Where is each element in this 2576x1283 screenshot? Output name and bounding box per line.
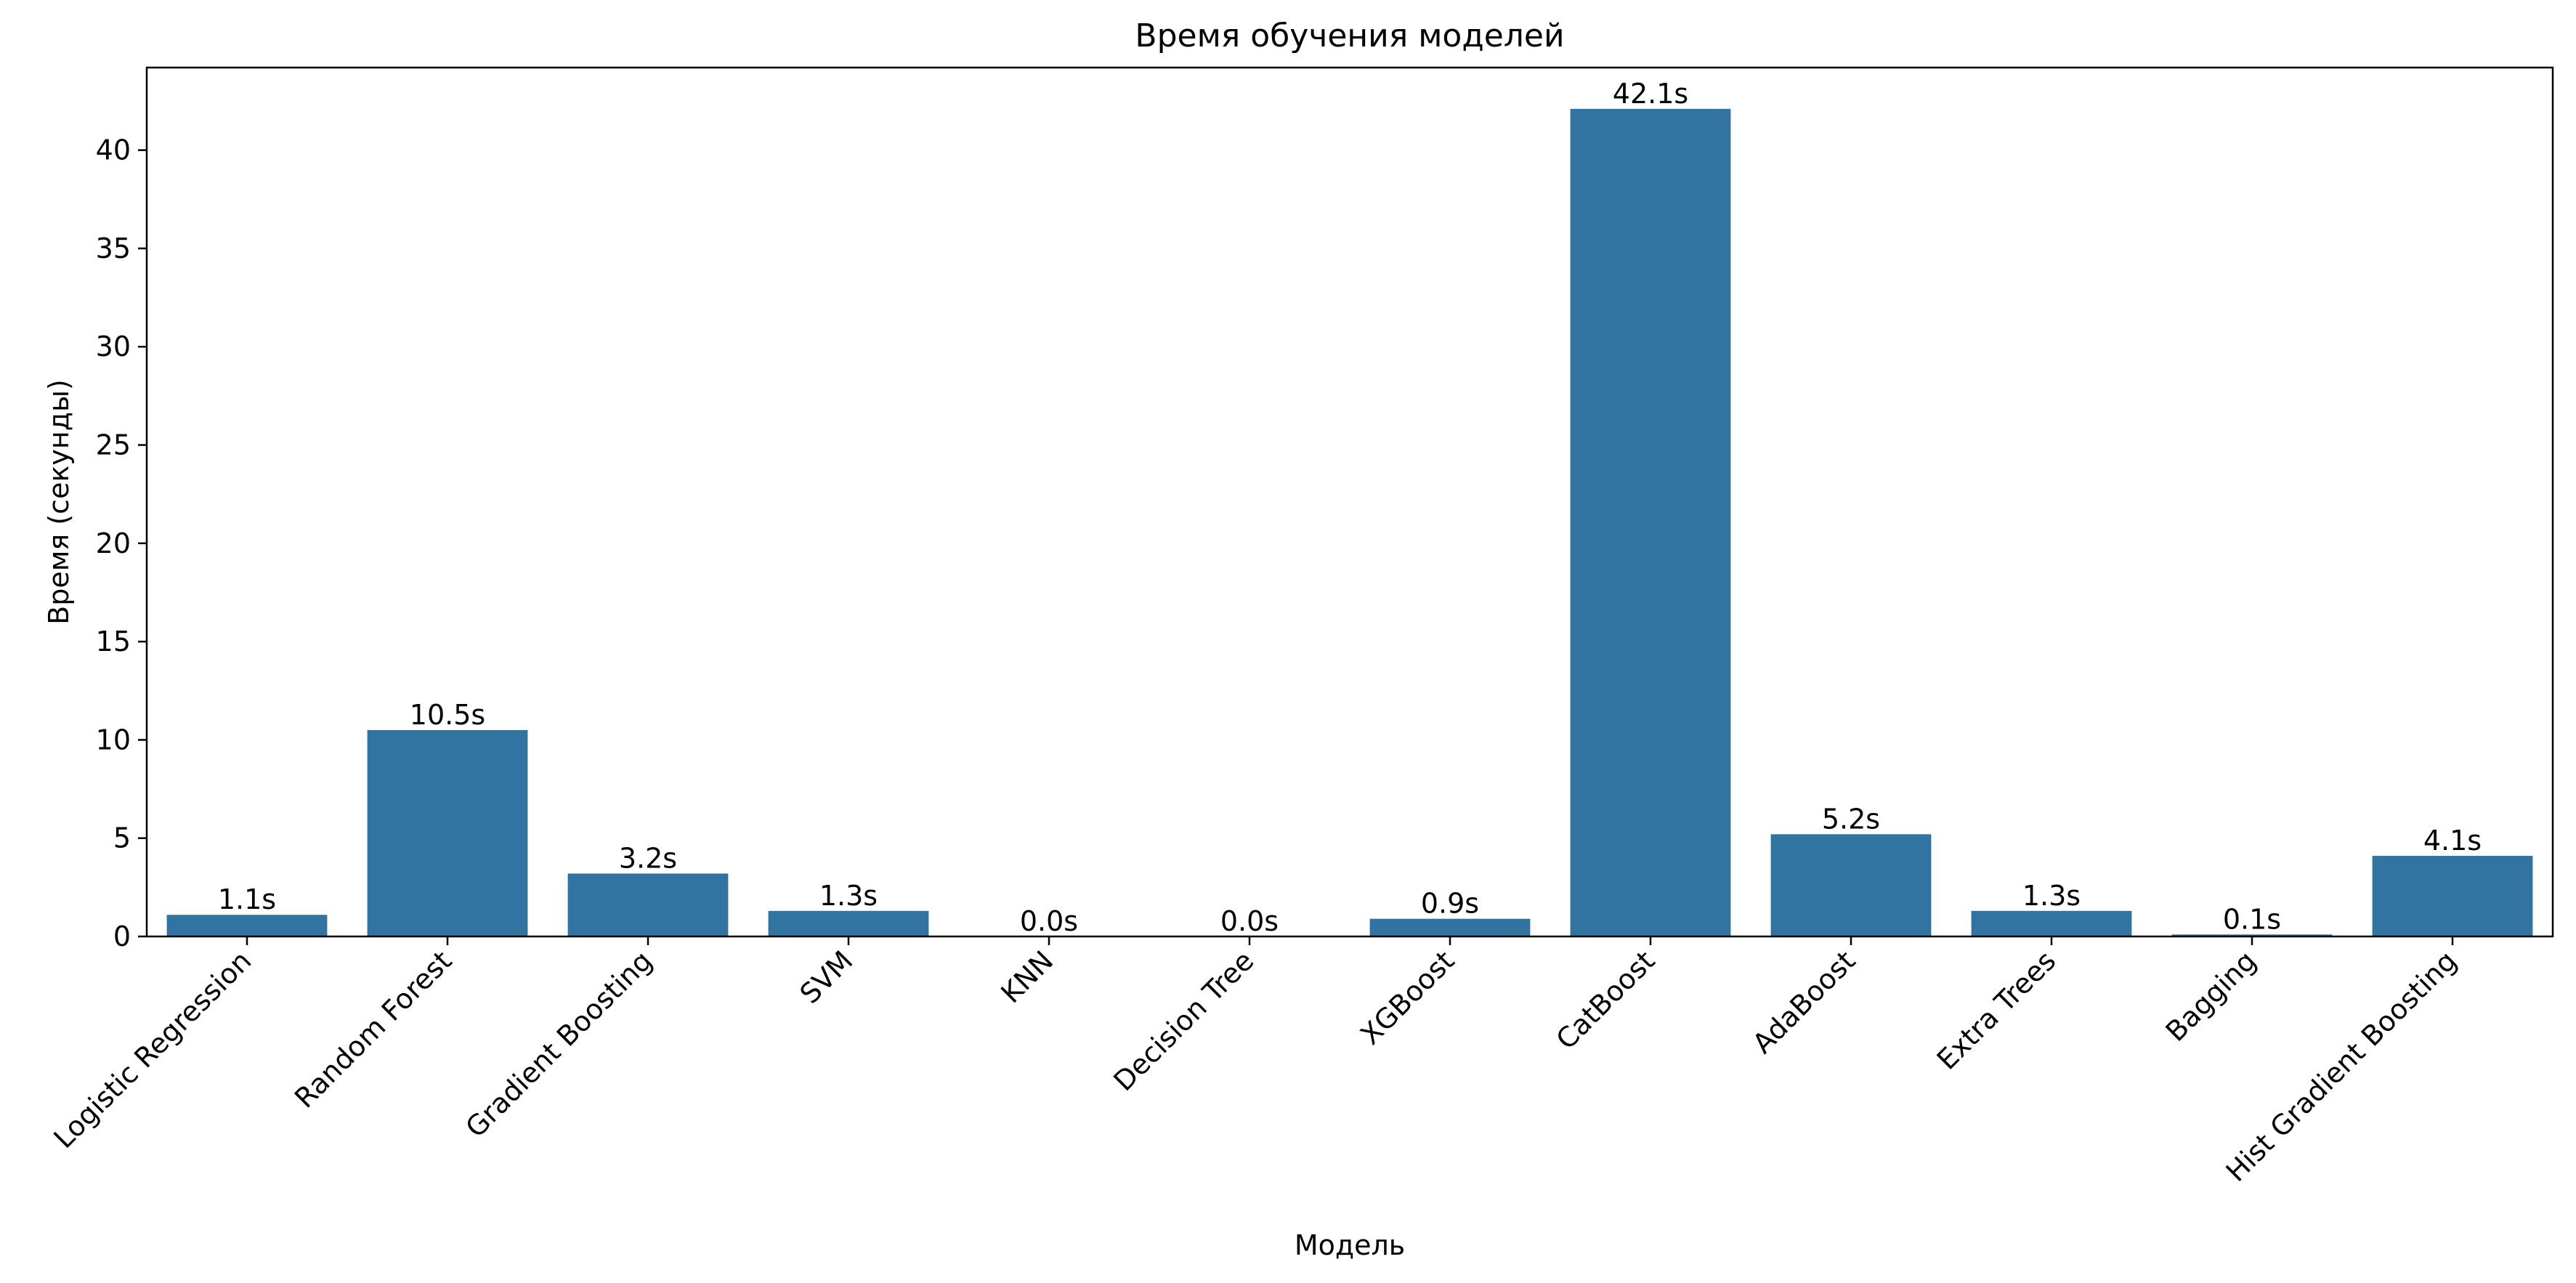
bar-data-label: 1.3s [2022,880,2081,912]
bar-data-label: 3.2s [619,842,677,874]
bar-data-label: 0.9s [1421,888,1479,920]
x-tick-label: Hist Gradient Boosting [2220,944,2463,1188]
plot-frame [145,66,2554,938]
bar-svm [768,910,929,936]
x-tick-label: XGBoost [1354,944,1460,1051]
y-tick-label: 40 [96,134,131,166]
bar-catboost [1570,108,1731,937]
bar-labels-group: 1.1s 10.5s 3.2s 1.3s 0.0s 0.0s 0.9s 42.1s 5.2s 1.… [218,78,2482,937]
x-tick-label: Bagging [2160,944,2263,1048]
x-tick-label: Logistic Regression [47,944,257,1154]
y-tick-label: 20 [96,527,131,559]
y-tick-label: 15 [96,626,131,657]
chart-title: Время обучения моделей [1135,17,1564,54]
bar-gradient-boosting [567,873,729,936]
x-axis: Logistic Regression Random Forest Gradient… [47,936,2463,1188]
bar-extra-trees [1971,910,2132,936]
bar-data-label: 0.0s [1220,905,1279,937]
bar-data-label: 5.2s [1822,803,1880,835]
bar-data-label: 0.0s [1020,905,1078,937]
y-axis: 0 5 10 15 20 25 30 35 40 [96,134,147,952]
x-tick-label: AdaBoost [1746,944,1861,1059]
x-tick-label: SVM [794,944,859,1010]
bar-hist-gradient-boosting [2372,856,2533,936]
y-axis-label: Время (секунды) [43,379,75,625]
y-tick-label: 10 [96,724,131,756]
x-tick-label: Random Forest [288,944,458,1114]
x-tick-label: Decision Tree [1107,944,1260,1097]
bar-data-label: 10.5s [410,699,485,731]
x-tick-label: Extra Trees [1931,944,2062,1076]
bar-data-label: 1.1s [218,883,276,915]
y-tick-label: 0 [113,920,131,952]
bar-bagging [2171,934,2333,936]
bar-logistic-regression [166,915,328,936]
y-tick-label: 5 [113,822,131,854]
bar-adaboost [1770,834,1932,936]
y-tick-label: 25 [96,429,131,461]
bars-group [166,108,2533,937]
x-tick-label: CatBoost [1550,944,1661,1056]
bar-data-label: 1.3s [819,880,878,912]
y-tick-label: 30 [96,331,131,363]
x-tick-label: Gradient Boosting [459,944,658,1144]
x-tick-label: KNN [995,944,1059,1009]
x-axis-label: Модель [1295,1229,1405,1261]
bar-data-label: 0.1s [2223,903,2281,935]
bar-data-label: 42.1s [1613,78,1688,110]
bar-data-label: 4.1s [2423,825,2482,857]
y-tick-label: 35 [96,232,131,264]
bar-xgboost [1369,918,1531,936]
bar-random-forest [367,729,528,936]
